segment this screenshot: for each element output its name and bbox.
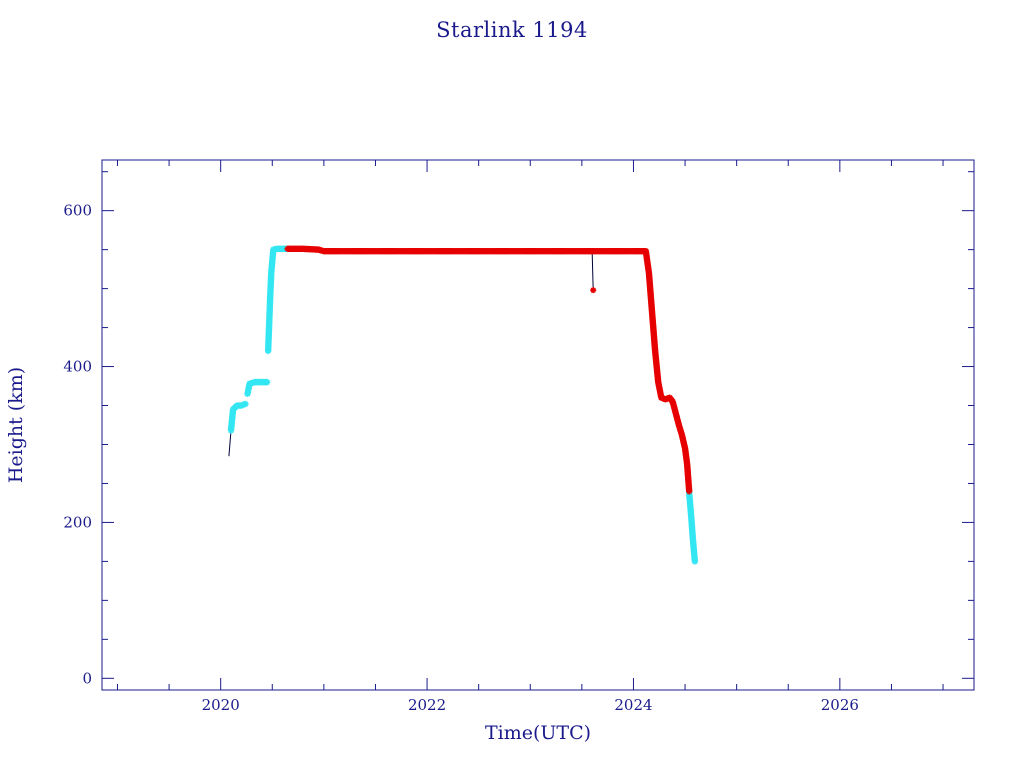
chart-title: Starlink 1194 [436,18,588,42]
x-axis-label: Time(UTC) [485,722,591,744]
y-tick-label: 400 [63,358,92,376]
data-point [242,400,249,408]
data-point [263,378,271,386]
data-point [685,488,693,495]
y-tick-label: 0 [82,669,92,687]
x-tick-label: 2020 [202,696,240,714]
tick-labels: 2020 2022 2024 2026 0 200 400 600 [63,202,859,714]
x-tick-label: 2022 [408,696,446,714]
y-axis-label: Height (km) [5,367,27,483]
data-points [227,245,699,565]
trace-line [228,430,232,457]
axis-ticks [102,160,974,690]
data-point [590,287,597,294]
y-tick-label: 200 [63,513,92,531]
data-point [691,558,699,565]
x-tick-label: 2026 [821,696,859,714]
y-tick-label: 600 [63,202,92,220]
trace-lines [228,253,594,457]
plot-frame [101,159,975,691]
trace-line [591,253,594,291]
x-tick-label: 2024 [614,696,652,714]
